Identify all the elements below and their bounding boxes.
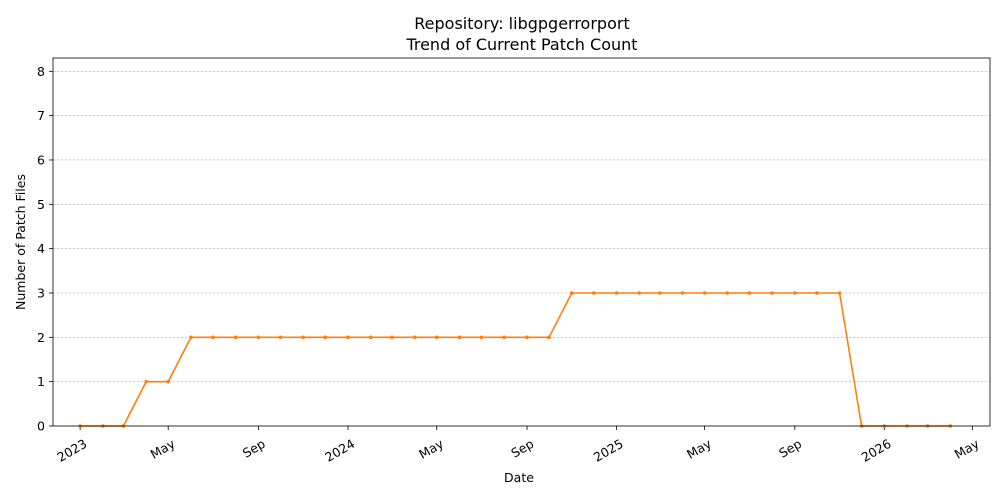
series-line [80, 292, 951, 427]
y-tick-label: 0 [37, 419, 45, 434]
y-tick-label: 8 [37, 64, 45, 79]
data-point [256, 335, 261, 340]
data-point [837, 291, 842, 295]
data-point [323, 335, 328, 340]
data-point [637, 291, 642, 295]
data-point [702, 291, 707, 295]
x-tick-label: May [952, 436, 982, 462]
y-tick-label: 5 [37, 197, 45, 212]
y-tick-label: 1 [37, 374, 45, 389]
x-axis-label: Date [504, 470, 534, 485]
data-point [457, 335, 462, 340]
data-point [166, 379, 170, 384]
x-tick-label: Sep [508, 436, 536, 461]
x-tick-label: Sep [240, 436, 268, 461]
y-axis: 0 1 2 3 4 5 6 7 8 [37, 64, 53, 434]
data-point [614, 291, 619, 295]
y-tick-label: 7 [37, 108, 45, 123]
data-point [189, 335, 193, 340]
x-tick-label: 2023 [54, 436, 89, 465]
y-tick-label: 3 [37, 285, 45, 300]
x-tick-label: 2026 [859, 436, 894, 465]
data-point [346, 335, 350, 340]
data-point [793, 291, 797, 295]
y-tick-label: 4 [37, 241, 45, 256]
data-point [233, 335, 238, 340]
data-point [569, 291, 574, 295]
data-point [591, 291, 596, 295]
x-axis: 2023 May Sep 2024 May Sep 2025 May Sep 2026 May [54, 426, 982, 465]
data-point [770, 291, 774, 295]
data-point [547, 335, 551, 340]
x-tick-label: May [416, 436, 446, 462]
data-point [525, 335, 529, 340]
data-point [680, 291, 685, 295]
x-tick-label: Sep [776, 436, 804, 461]
y-tick-label: 6 [37, 152, 45, 167]
data-point [301, 335, 306, 340]
data-point [658, 291, 662, 295]
data-point [368, 335, 373, 340]
data-point [278, 335, 283, 340]
y-axis-label: Number of Patch Files [13, 174, 28, 310]
data-point [479, 335, 484, 340]
x-tick-label: 2024 [322, 436, 357, 465]
data-point [725, 291, 730, 295]
plot-frame [52, 57, 991, 427]
y-tick-label: 2 [37, 330, 45, 345]
chart-subtitle: Trend of Current Patch Count [405, 35, 637, 54]
data-point [747, 291, 752, 295]
data-point [211, 335, 215, 340]
x-tick-label: May [148, 436, 178, 462]
data-point [412, 335, 417, 340]
data-point [502, 335, 507, 340]
grid [53, 71, 990, 382]
x-tick-label: 2025 [591, 436, 626, 465]
data-point [144, 379, 148, 384]
chart-title: Repository: libgpgerrorport [414, 14, 629, 33]
data-point [434, 335, 439, 340]
data-point [390, 335, 394, 340]
x-tick-label: May [684, 436, 714, 462]
series-group [78, 291, 953, 428]
data-point [815, 291, 819, 295]
